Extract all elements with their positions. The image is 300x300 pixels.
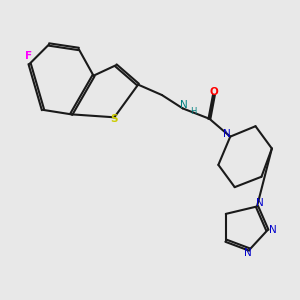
Text: F: F (25, 51, 32, 62)
Text: N: N (224, 129, 231, 139)
Text: N: N (244, 248, 252, 257)
Text: H: H (190, 107, 196, 116)
Text: N: N (180, 100, 188, 110)
Text: S: S (111, 114, 118, 124)
Text: N: N (256, 199, 264, 208)
Text: N: N (269, 225, 277, 235)
Text: O: O (209, 87, 218, 97)
